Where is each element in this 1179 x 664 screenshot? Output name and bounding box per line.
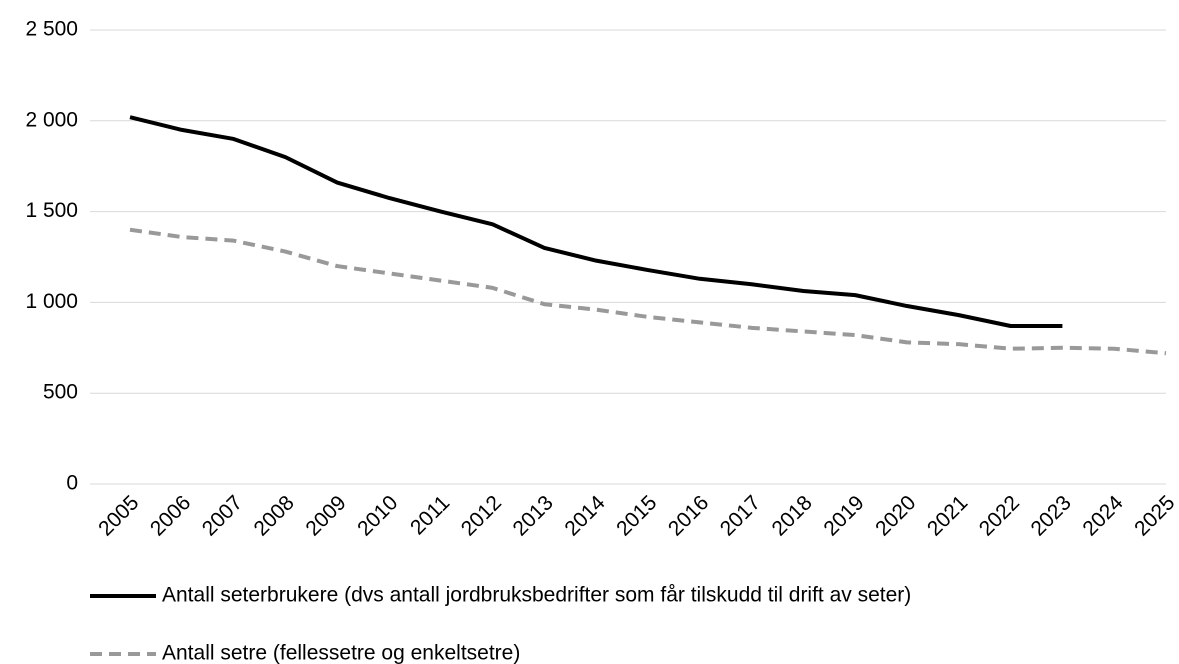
x-tick-label: 2011: [406, 491, 454, 539]
x-tick-label: 2022: [975, 491, 1024, 540]
y-tick-label: 1 500: [25, 199, 78, 222]
legend-label: Antall seterbrukere (dvs antall jordbruk…: [162, 584, 911, 607]
y-tick-label: 2 000: [25, 108, 78, 131]
x-tick-label: 2008: [250, 491, 299, 540]
x-tick-label: 2021: [923, 491, 972, 540]
y-tick-label: 1 000: [25, 290, 78, 313]
x-tick-label: 2020: [871, 491, 920, 540]
x-tick-label: 2007: [198, 491, 247, 540]
x-tick-label: 2010: [353, 491, 402, 540]
x-tick-label: 2005: [94, 491, 143, 540]
x-tick-label: 2012: [457, 491, 506, 540]
x-tick-label: 2013: [509, 491, 558, 540]
legend-label: Antall setre (fellessetre og enkeltsetre…: [162, 642, 520, 664]
x-tick-label: 2025: [1130, 491, 1179, 540]
x-tick-label: 2009: [301, 491, 350, 540]
series-line: [129, 227, 1167, 356]
series-line: [129, 115, 1063, 329]
x-tick-label: 2017: [716, 491, 765, 540]
x-tick-label: 2006: [146, 491, 195, 540]
x-tick-label: 2019: [819, 491, 868, 540]
y-tick-label: 500: [43, 381, 78, 404]
y-tick-label: 0: [66, 472, 78, 495]
x-tick-label: 2015: [612, 491, 661, 540]
y-tick-label: 2 500: [25, 18, 78, 41]
x-tick-label: 2018: [768, 491, 817, 540]
x-tick-label: 2014: [560, 491, 610, 541]
x-tick-label: 2024: [1078, 491, 1128, 541]
x-tick-label: 2023: [1027, 491, 1076, 540]
x-tick-label: 2016: [664, 491, 713, 540]
